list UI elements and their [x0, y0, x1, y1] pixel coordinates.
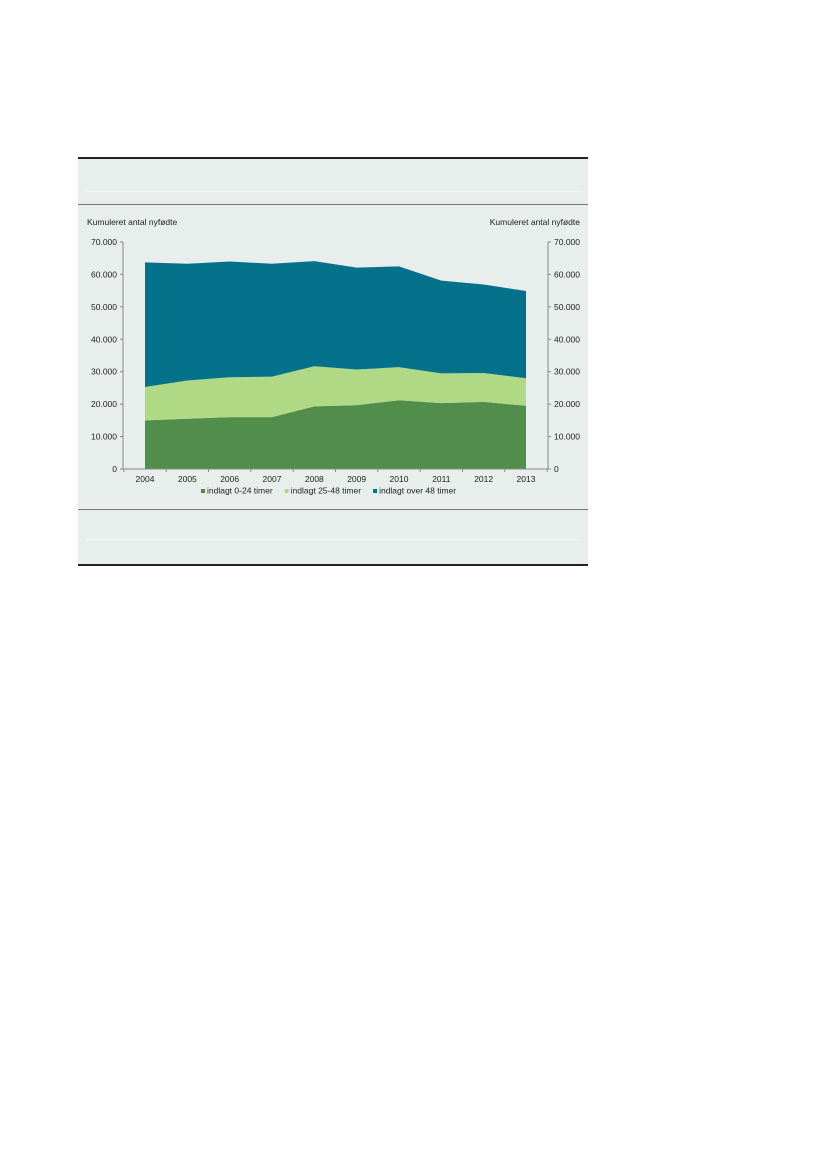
y-tick-label-left: 50.000 [91, 302, 117, 312]
legend-label-3: indlagt over 48 timer [379, 486, 456, 496]
area-series-1 [145, 400, 526, 469]
y-tick-label-right: 60.000 [554, 269, 580, 279]
y-axis-label-left: Kumuleret antal nyfødte [87, 217, 178, 227]
divider [86, 539, 580, 540]
y-tick-label-left: 10.000 [91, 432, 117, 442]
x-tick-label: 2013 [517, 474, 536, 484]
area-series-3 [145, 261, 526, 387]
y-tick-label-left: 60.000 [91, 269, 117, 279]
y-tick-label-left: 40.000 [91, 334, 117, 344]
x-tick-label: 2012 [474, 474, 493, 484]
y-tick-label-right: 20.000 [554, 399, 580, 409]
y-axis-label-right: Kumuleret antal nyfødte [490, 217, 581, 227]
divider [78, 204, 588, 205]
divider [86, 191, 580, 192]
y-tick-label-left: 70.000 [91, 237, 117, 247]
y-tick-label-left: 30.000 [91, 367, 117, 377]
divider [78, 509, 588, 510]
y-tick-label-right: 50.000 [554, 302, 580, 312]
legend-swatch-3 [373, 489, 378, 493]
x-tick-label: 2009 [347, 474, 366, 484]
x-tick-label: 2004 [136, 474, 155, 484]
y-tick-label-right: 30.000 [554, 367, 580, 377]
chart-panel: Kumuleret antal nyfødte Kumuleret antal … [78, 157, 588, 566]
legend-label-1: indlagt 0-24 timer [207, 486, 273, 496]
x-tick-label: 2010 [390, 474, 409, 484]
y-tick-label-left: 20.000 [91, 399, 117, 409]
x-tick-label: 2011 [432, 474, 451, 484]
y-tick-label-left: 0 [112, 464, 117, 474]
y-tick-label-right: 0 [554, 464, 559, 474]
y-tick-label-right: 70.000 [554, 237, 580, 247]
area-series-2 [145, 366, 526, 421]
y-tick-label-right: 10.000 [554, 432, 580, 442]
legend-swatch-2 [284, 489, 289, 493]
x-tick-label: 2005 [178, 474, 197, 484]
area-chart: Kumuleret antal nyfødte Kumuleret antal … [87, 217, 581, 496]
x-tick-label: 2008 [305, 474, 324, 484]
x-tick-label: 2006 [220, 474, 239, 484]
x-tick-label: 2007 [263, 474, 282, 484]
legend-label-2: indlagt 25-48 timer [291, 486, 362, 496]
y-tick-label-right: 40.000 [554, 334, 580, 344]
legend-swatch-1 [201, 489, 205, 493]
